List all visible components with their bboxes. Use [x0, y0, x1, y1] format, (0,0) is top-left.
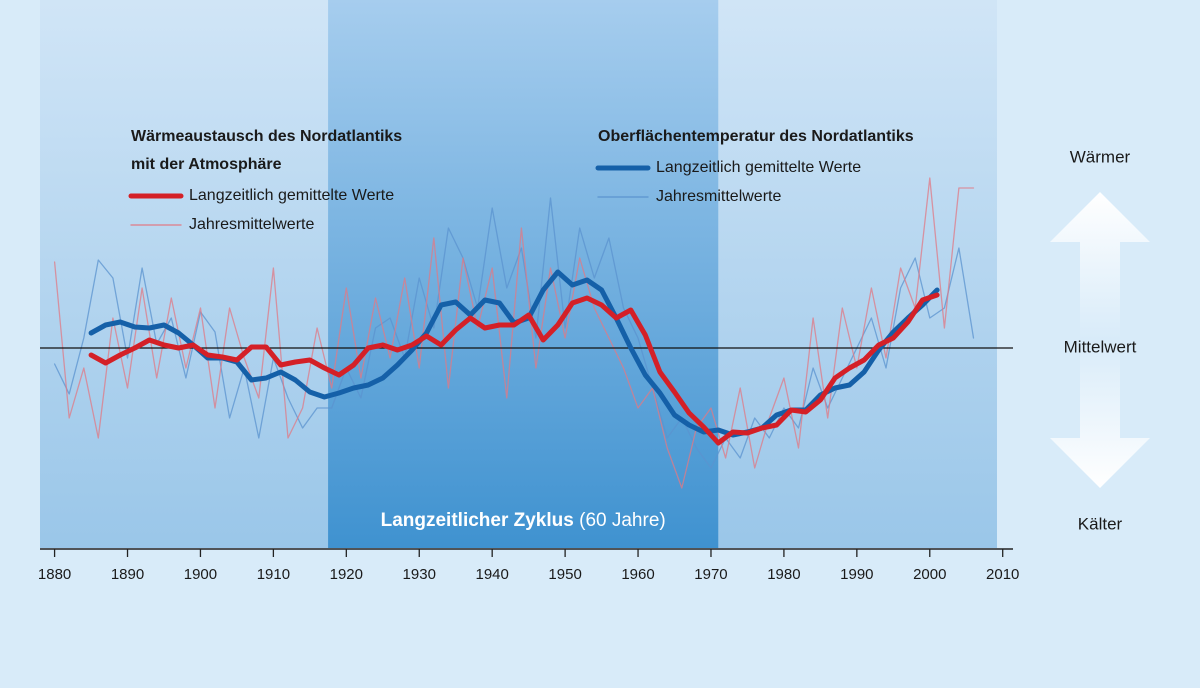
highlight-title: Langzeitlicher Zyklus	[381, 510, 574, 531]
legend-title: Oberflächentemperatur des Nordatlantiks	[598, 128, 914, 145]
legend-label: Langzeitlich gemittelte Werte	[189, 187, 394, 204]
x-tick-label: 1960	[621, 566, 654, 583]
colder-label: Kälter	[1078, 514, 1123, 533]
legend-label: Jahresmittelwerte	[656, 188, 781, 205]
legend-label: Jahresmittelwerte	[189, 216, 314, 233]
highlight-band	[328, 0, 719, 548]
x-tick-label: 1880	[38, 566, 71, 583]
x-tick-label: 1940	[475, 566, 508, 583]
x-tick-label: 1900	[184, 566, 217, 583]
x-tick-label: 1950	[548, 566, 581, 583]
series-line	[88, 292, 940, 446]
x-tick-label: 1990	[840, 566, 873, 583]
highlight-sublabel: (60 Jahre)	[579, 510, 666, 531]
x-tick-label: 1980	[767, 566, 800, 583]
x-tick-label: 1920	[330, 566, 363, 583]
x-tick-label: 2010	[986, 566, 1019, 583]
warmer-label: Wärmer	[1070, 147, 1131, 166]
x-tick-label: 1930	[403, 566, 436, 583]
highlight-label: Langzeitlicher Zyklus (60 Jahre)	[381, 510, 666, 531]
arrow	[1050, 192, 1150, 488]
legend-label: Langzeitlich gemittelte Werte	[656, 159, 861, 176]
series-line	[53, 197, 975, 469]
x-tick-label: 2000	[913, 566, 946, 583]
legend-title: mit der Atmosphäre	[131, 156, 282, 173]
mean-label: Mittelwert	[1064, 337, 1137, 356]
x-tick-label: 1970	[694, 566, 727, 583]
x-tick-label: 1890	[111, 566, 144, 583]
legend-title: Wärmeaustausch des Nordatlantiks	[131, 128, 402, 145]
x-tick-label: 1910	[257, 566, 290, 583]
